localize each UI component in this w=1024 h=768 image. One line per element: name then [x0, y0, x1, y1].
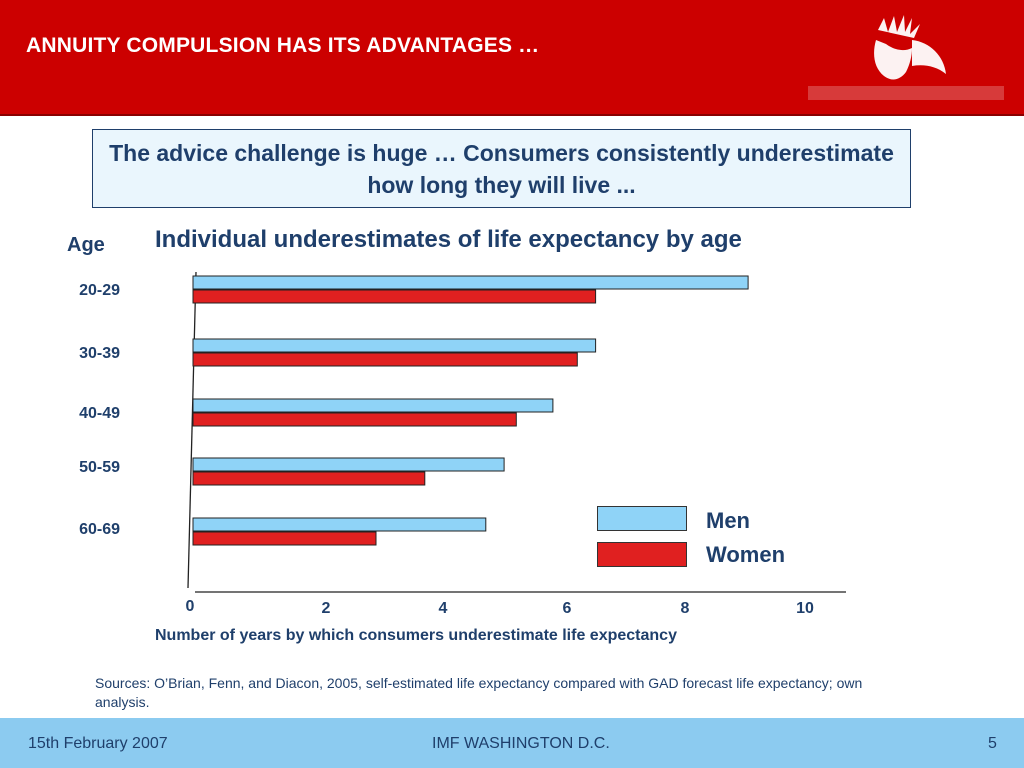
callout-text: The advice challenge is huge … Consumers… — [109, 139, 894, 198]
x-axis-label: Number of years by which consumers under… — [155, 627, 677, 644]
x-tick-label-4: 4 — [438, 600, 448, 617]
y-axis-line — [187, 271, 197, 589]
chart-title: Individual underestimates of life expect… — [155, 226, 742, 253]
y-axis-label: Age — [67, 234, 105, 256]
legend-label-women: Women — [706, 542, 786, 567]
category-label-50-59: 50-59 — [79, 459, 120, 476]
bar-women-60-69 — [192, 531, 377, 546]
bar-men-60-69 — [192, 517, 487, 532]
x-tick-label-2: 2 — [321, 600, 331, 617]
category-label-40-49: 40-49 — [79, 405, 120, 422]
bar-men-20-29 — [192, 275, 749, 290]
callout-box: The advice challenge is huge … Consumers… — [92, 129, 911, 208]
category-label-60-69: 60-69 — [79, 521, 120, 538]
woman-head-logo-icon — [808, 15, 1004, 100]
legend-label-men: Men — [706, 508, 750, 533]
category-label-30-39: 30-39 — [79, 345, 120, 362]
legend-swatch-men — [597, 506, 687, 531]
bar-men-50-59 — [192, 457, 505, 472]
bar-women-30-39 — [192, 352, 578, 367]
bar-men-30-39 — [192, 338, 597, 353]
slide-header: ANNUITY COMPULSION HAS ITS ADVANTAGES … — [0, 0, 1024, 116]
bar-men-40-49 — [192, 398, 554, 413]
footer-page-number: 5 — [988, 735, 997, 752]
x-tick-label-6: 6 — [562, 600, 572, 617]
slide-footer: 15th February 2007 IMF WASHINGTON D.C. 5 — [0, 718, 1024, 768]
category-label-20-29: 20-29 — [79, 282, 120, 299]
x-tick-label-10: 10 — [796, 600, 814, 617]
bar-women-40-49 — [192, 412, 517, 427]
footer-date: 15th February 2007 — [28, 735, 168, 752]
x-tick-label-8: 8 — [680, 600, 690, 617]
footer-event: IMF WASHINGTON D.C. — [432, 735, 610, 752]
slide-title: ANNUITY COMPULSION HAS ITS ADVANTAGES … — [26, 34, 540, 57]
bar-women-20-29 — [192, 289, 597, 304]
sources-note: Sources: O’Brian, Fenn, and Diacon, 2005… — [95, 675, 863, 710]
legend-swatch-women — [597, 542, 687, 567]
x-tick-label-0: 0 — [185, 598, 195, 615]
bar-women-50-59 — [192, 471, 426, 486]
